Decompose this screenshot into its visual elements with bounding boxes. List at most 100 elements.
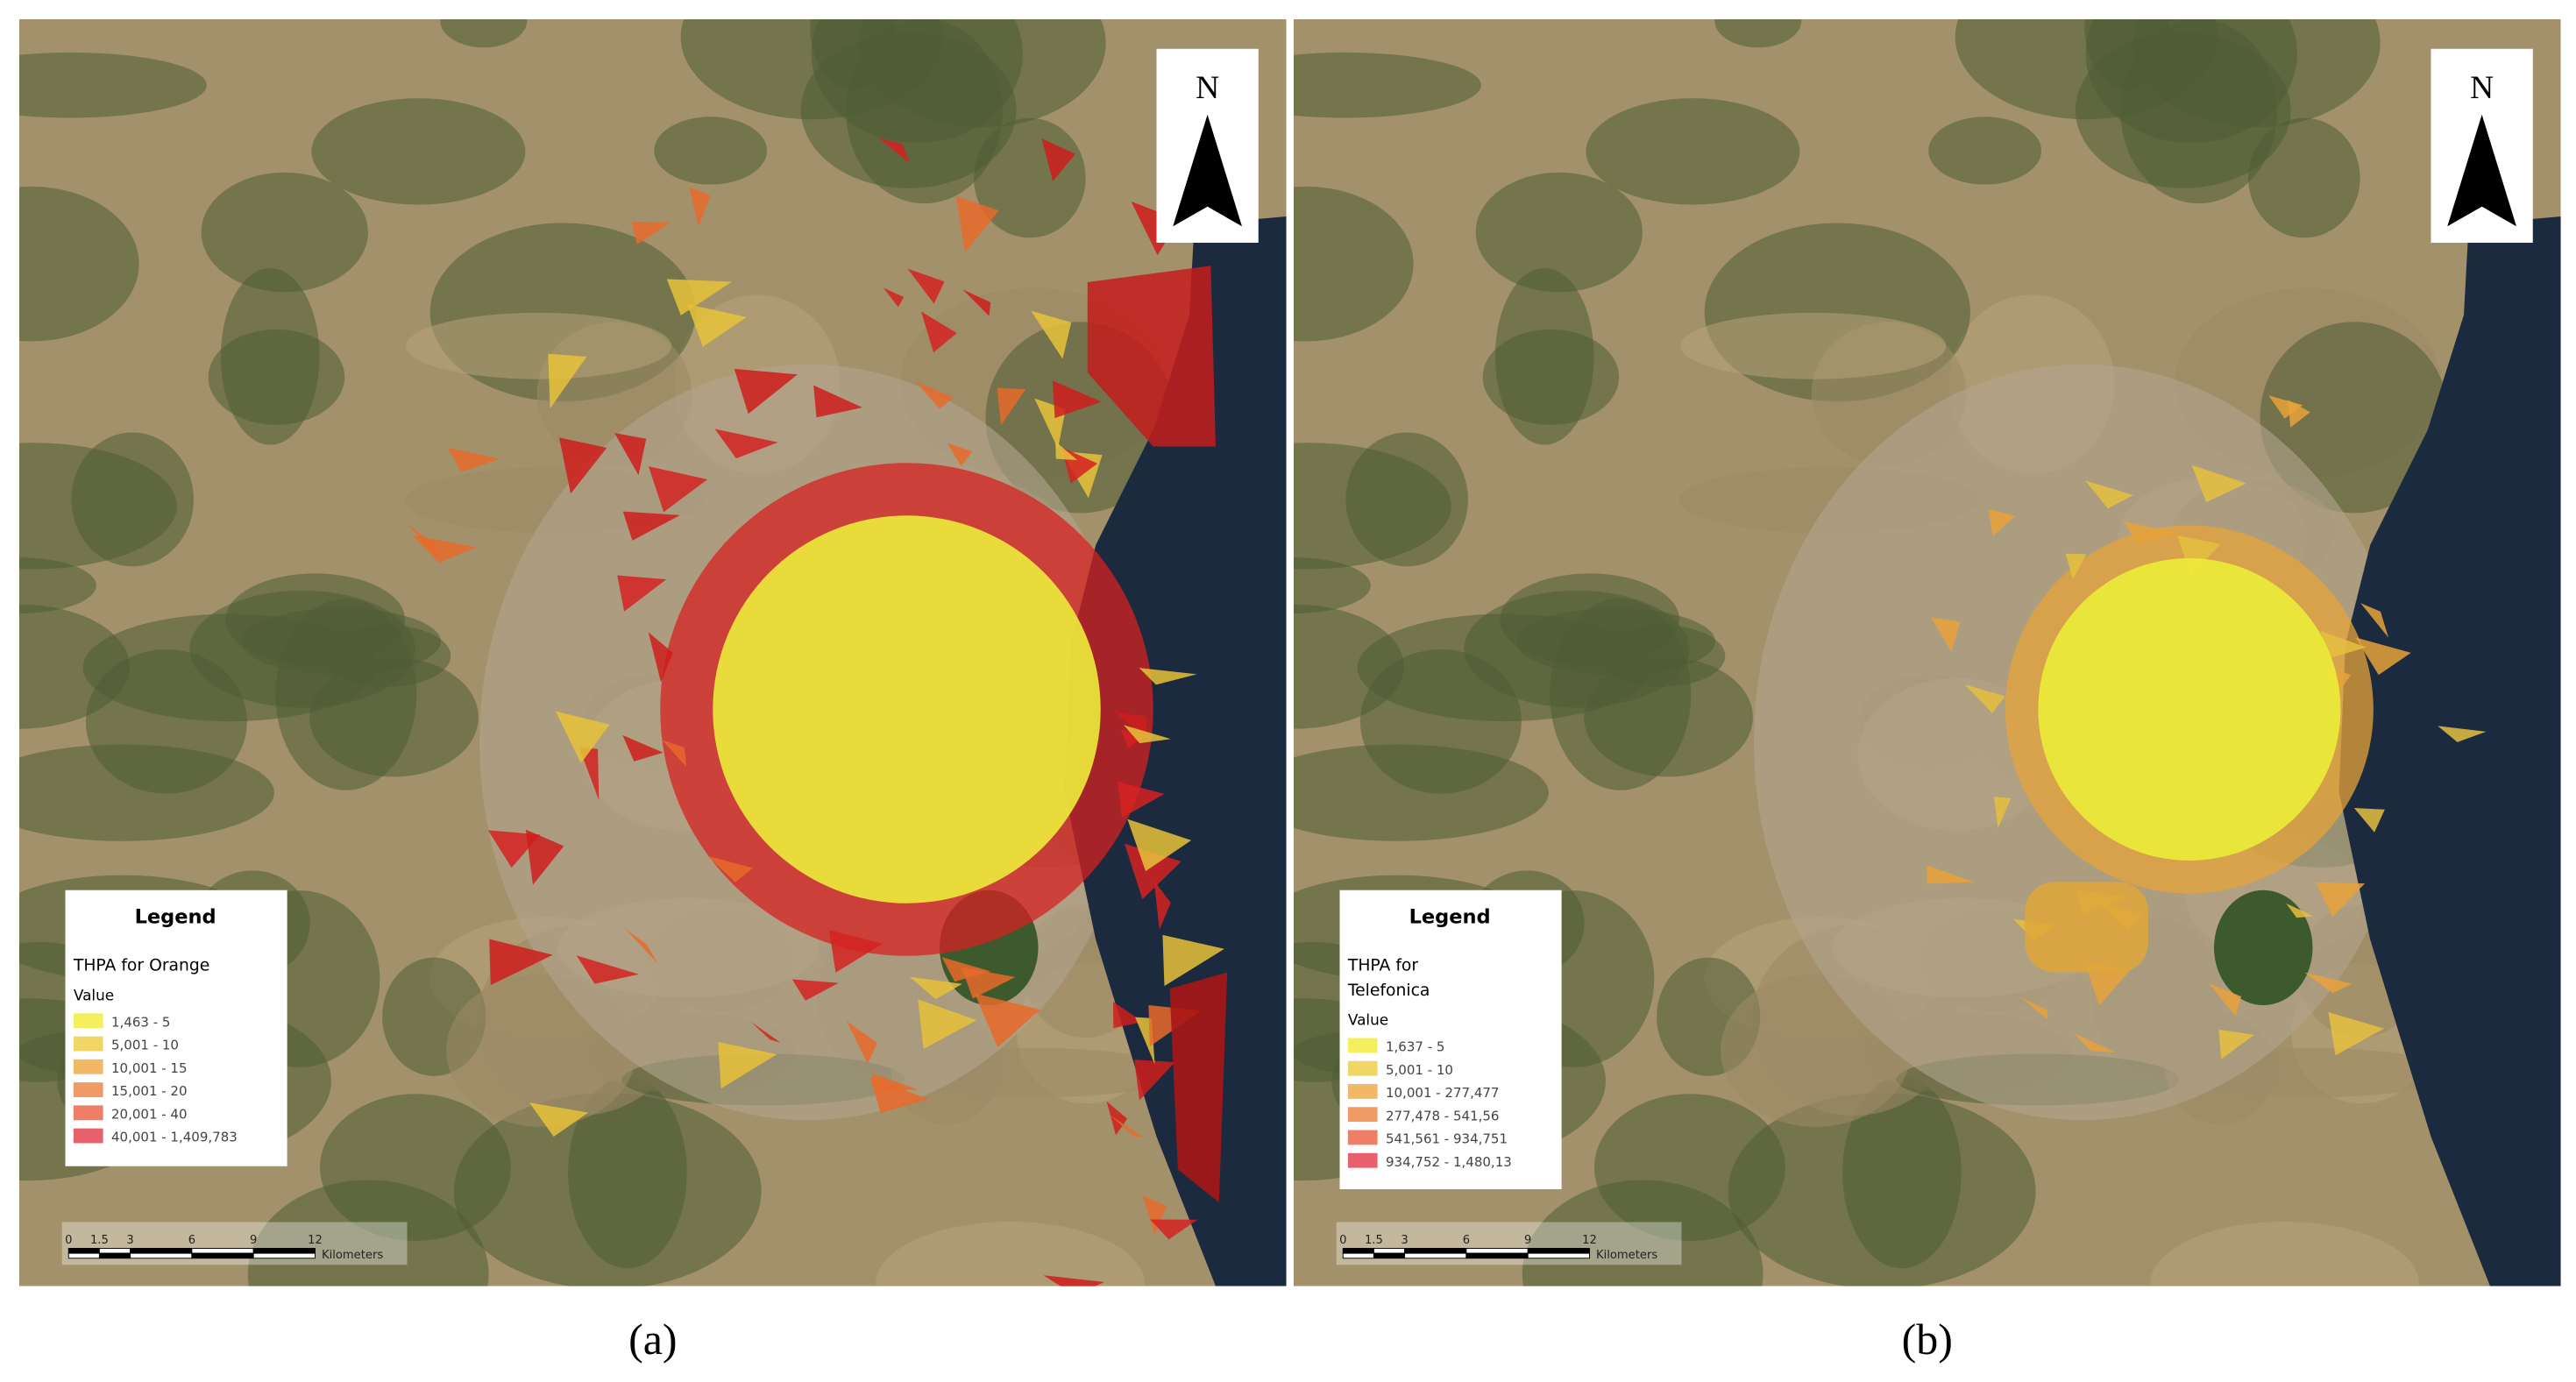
coverage (1123, 725, 1171, 744)
legend-label: 277,478 - 541,56 (1386, 1108, 1499, 1123)
terrain-patch (1475, 172, 1643, 293)
coverage (666, 279, 733, 315)
coverage (734, 368, 798, 415)
terrain-patch (247, 1180, 489, 1286)
coverage (2038, 558, 2341, 861)
legend-swatch (1347, 1038, 1378, 1053)
scale-segment (98, 1252, 131, 1259)
map-panel: N Legend THPA for Orange Value 1,463 - 5 5,00… (19, 19, 1287, 1286)
legend-label: 40,001 - 1,409,783 (111, 1130, 238, 1145)
scale-segment (1527, 1252, 1590, 1259)
legend-swatch (73, 1036, 103, 1052)
lagoon-forest (2214, 889, 2313, 1005)
terrain-patch (654, 117, 768, 185)
legend-label: 10,001 - 277,477 (1386, 1085, 1499, 1101)
coverage (686, 304, 747, 347)
terrain-patch (19, 52, 207, 118)
scale-tick-label: 0 (1339, 1234, 1346, 1247)
coverage (447, 447, 500, 472)
coverage (2268, 395, 2303, 419)
terrain-patch (1494, 267, 1594, 445)
scale-unit: Kilometers (322, 1249, 383, 1262)
terrain-patch (440, 19, 528, 48)
legend-layer: Telefonica (1347, 982, 1430, 1000)
coverage (489, 939, 553, 986)
legend-layer: THPA for Orange (73, 957, 209, 975)
coverage (2020, 996, 2048, 1020)
coverage (1125, 843, 1182, 900)
coverage (955, 195, 999, 252)
terrain-patch (568, 1076, 687, 1269)
map-panel: N Legend THPA for Telefonica Value 1,637 - 5 5… (1294, 19, 2561, 1286)
panel-caption: (b) (1902, 1315, 1953, 1364)
coverage (1139, 668, 1197, 685)
legend-label: 20,001 - 40 (111, 1106, 188, 1122)
coverage (614, 432, 647, 476)
coverage (2065, 553, 2087, 580)
coverage (909, 976, 962, 1000)
coverage (622, 734, 664, 762)
terrain-patch (1586, 98, 1800, 205)
north-arrow (1173, 114, 1242, 227)
scale-segment (252, 1252, 316, 1259)
terrain-patch (1842, 1076, 1962, 1269)
terrain-patch (19, 557, 96, 613)
scale-segment (130, 1252, 193, 1259)
legend-swatch (73, 1082, 103, 1097)
scale-tick-label: 6 (1463, 1234, 1470, 1247)
coverage (2353, 807, 2385, 833)
terrain-patch (876, 1221, 1145, 1286)
terrain-patch (846, 19, 1003, 204)
legend-field: Value (1348, 1011, 1388, 1029)
coverage (1031, 310, 1072, 359)
coverage (813, 385, 862, 418)
scale-segment (1527, 1248, 1590, 1254)
legend-swatch (73, 1105, 103, 1121)
terrain-patch (405, 312, 672, 379)
coverage (1112, 1002, 1144, 1029)
scale-segment (1465, 1248, 1529, 1254)
coverage (846, 1021, 877, 1064)
coverage (791, 979, 839, 1001)
coverage (1052, 380, 1102, 419)
coverage (1964, 684, 2005, 713)
coverage (662, 740, 687, 767)
legend-label: 15,001 - 20 (111, 1083, 188, 1099)
coverage (2360, 603, 2389, 638)
coverage (869, 1076, 929, 1113)
legend-layer: THPA for (1347, 957, 1419, 975)
scale-segment (67, 1252, 100, 1259)
coverage (1162, 934, 1224, 987)
terrain-patch (2248, 117, 2360, 238)
coverage (2288, 400, 2310, 428)
panel-caption: (a) (628, 1315, 678, 1364)
terrain-patch (1294, 604, 1404, 729)
scale-tick-label: 9 (1524, 1234, 1531, 1247)
scale-segment (1373, 1248, 1406, 1254)
terrain-patch (311, 98, 526, 205)
terrain-patch (1522, 1180, 1763, 1286)
coverage (941, 957, 991, 982)
legend-swatch (1347, 1060, 1378, 1076)
legend-label: 10,001 - 15 (111, 1060, 188, 1076)
coverage (689, 187, 711, 228)
terrain-patch (2150, 1221, 2419, 1286)
scale-segment (130, 1248, 193, 1254)
coverage (2438, 726, 2487, 742)
terrain-patch (220, 267, 320, 445)
legend-field: Value (74, 986, 114, 1003)
coverage (2355, 637, 2411, 676)
legend-swatch (1347, 1152, 1378, 1168)
coverage (1134, 1060, 1175, 1101)
coverage (1988, 508, 2016, 536)
scale-unit: Kilometers (1596, 1249, 1657, 1262)
legend-label: 5,001 - 10 (1386, 1062, 1453, 1078)
coverage (714, 429, 778, 459)
coverage (1110, 1115, 1142, 1137)
coverage (947, 443, 973, 467)
legend-label: 5,001 - 10 (111, 1038, 179, 1053)
coverage (1087, 266, 1216, 447)
legend-label: 541,561 - 934,751 (1386, 1131, 1508, 1147)
terrain-patch (1714, 19, 1802, 48)
coverage (529, 1102, 589, 1137)
